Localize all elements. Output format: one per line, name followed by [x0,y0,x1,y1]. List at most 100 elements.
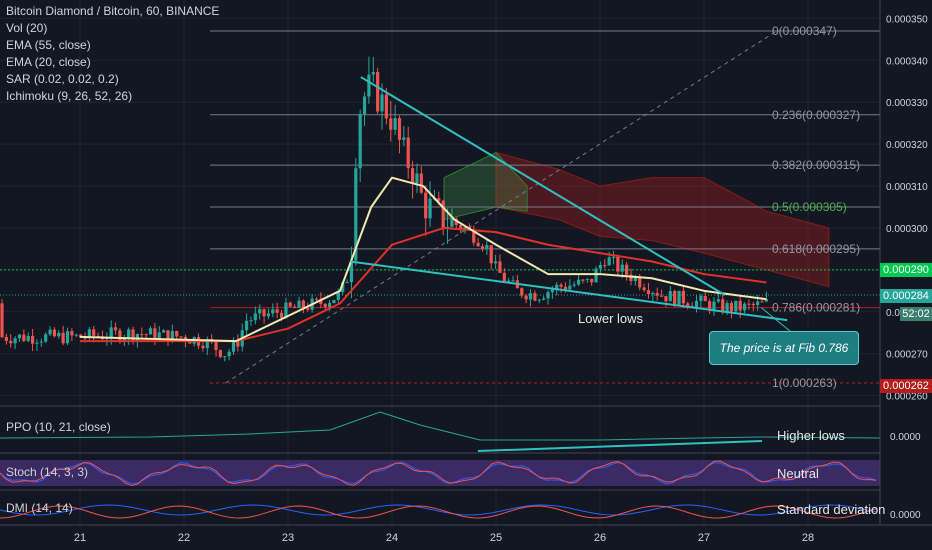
candle-body [74,334,78,336]
price-tag-timer: 52:02 [900,307,932,321]
candle-body [664,296,668,302]
candle-body [319,298,323,304]
candle-body [253,313,257,321]
candle-body [493,261,498,264]
candle-body [463,227,467,230]
candle-body [118,330,122,341]
candle-body [620,264,624,272]
indicator-sar[interactable]: SAR (0.02, 0.02, 0.2) [6,72,119,86]
candle-body [742,303,747,311]
indicator-vol[interactable]: Vol (20) [6,21,48,35]
candle-body [585,278,589,280]
candle-body [4,337,8,341]
candle-body [362,96,367,115]
candle-body [712,301,716,311]
candle-body [555,284,559,290]
candle-body [485,245,489,249]
candle-body [306,308,310,310]
candle-body [542,298,546,300]
candle-body [26,336,30,341]
pane-stoch-label[interactable]: Stoch (14, 3, 3) [6,465,89,479]
candle-body [83,337,87,339]
candle-body [57,332,61,337]
candle-body [384,94,388,119]
indicator-ichimoku[interactable]: Ichimoku (9, 26, 52, 26) [6,89,133,103]
candle-body [607,257,611,266]
candle-body [756,301,760,306]
candle-body [70,331,74,336]
candle-body [301,300,305,309]
candle-body [22,334,26,341]
pane-ppo-axis: 0.0000 [890,432,921,443]
candle-body [245,320,249,331]
indicator-ema20[interactable]: EMA (20, close) [6,55,91,69]
candle-body [747,303,751,305]
ema20-line [79,176,767,343]
candle-body [17,334,22,339]
ichimoku-cloud [443,151,830,288]
candle-body [44,334,48,342]
ppo-line [0,411,881,441]
candle-body [393,118,397,130]
callout-pointer [760,307,791,332]
annotation-neutral: Neutral [777,466,819,481]
candle-body [642,287,646,291]
candle-body [694,300,699,308]
fibonacci-levels: 0(0.000347) 0.236(0.000327) 0.382(0.000315… [0,24,880,390]
chart-title: Bitcoin Diamond / Bitcoin, 60, BINANCE [6,4,220,18]
candle-body [572,284,576,286]
candle-body [162,330,166,333]
candle-body [140,334,144,336]
candle-body [87,329,91,338]
pane-ppo-label[interactable]: PPO (10, 21, close) [6,420,111,434]
candle-body [9,340,13,344]
candle-body [231,341,236,352]
candle-body [677,290,681,305]
candle-body [144,334,148,336]
candle-body [459,225,463,230]
candle-body [345,282,349,284]
price-tag-current: 0.000290 [880,263,932,277]
candle-body [397,118,402,140]
candle-body [109,327,113,339]
stoch-band [0,460,880,486]
candle-body [686,303,690,306]
candle-body [214,342,218,351]
candle-body [760,301,764,303]
candle-body [349,260,354,283]
candle-body [502,272,506,282]
x-tick-label: 25 [490,532,502,544]
candle-body [659,295,664,297]
candle-body [135,334,140,341]
candle-body [336,292,340,301]
candle-body [0,303,4,338]
candle-body [148,328,153,335]
candle-body [721,299,725,313]
candle-body [332,300,336,303]
x-tick-label: 27 [698,532,710,544]
pane-dmi-label[interactable]: DMI (14, 14) [6,501,73,515]
candle-body [297,300,301,308]
candle-body [590,278,594,283]
trendline-upper [360,76,726,296]
candle-body [406,137,410,169]
candle-body [424,192,428,219]
candle-body [738,300,742,311]
fib-level-label: 0.236(0.000327) [772,108,860,122]
candle-body [271,309,275,314]
candle-body [389,118,393,130]
candle-body [764,299,768,302]
candle-body [376,71,380,112]
candle-body [284,302,288,318]
candle-body [341,282,345,293]
candle-body [708,301,712,311]
x-tick-label: 26 [594,532,606,544]
candle-body [402,137,406,140]
candle-body [550,289,554,293]
indicator-ema55[interactable]: EMA (55, close) [6,38,91,52]
candle-body [559,284,563,287]
candle-body [415,173,419,184]
candle-body [616,256,620,272]
x-tick-label: 24 [386,532,398,544]
